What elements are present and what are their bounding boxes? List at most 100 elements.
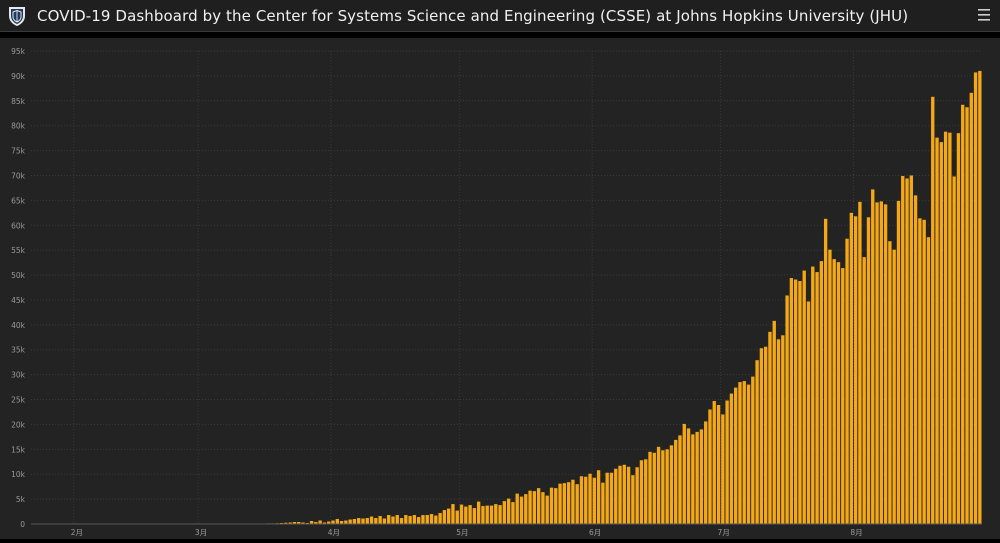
bar[interactable]	[927, 237, 930, 524]
bar[interactable]	[691, 434, 694, 524]
bar[interactable]	[516, 494, 519, 524]
bar[interactable]	[378, 516, 381, 524]
bar[interactable]	[914, 195, 917, 524]
bar[interactable]	[944, 132, 947, 524]
bar[interactable]	[678, 435, 681, 524]
bar[interactable]	[897, 201, 900, 524]
bar[interactable]	[854, 216, 857, 524]
bar[interactable]	[751, 377, 754, 524]
bar[interactable]	[494, 504, 497, 524]
bar[interactable]	[464, 507, 467, 524]
bar[interactable]	[400, 518, 403, 524]
bar[interactable]	[336, 519, 339, 524]
bar[interactable]	[366, 518, 369, 524]
bar[interactable]	[426, 515, 429, 524]
bar[interactable]	[610, 473, 613, 524]
bar[interactable]	[833, 259, 836, 524]
bar[interactable]	[683, 424, 686, 524]
bar[interactable]	[550, 488, 553, 524]
bar[interactable]	[408, 516, 411, 524]
bar[interactable]	[901, 176, 904, 524]
bar[interactable]	[486, 506, 489, 524]
bar[interactable]	[473, 508, 476, 524]
bar[interactable]	[773, 321, 776, 524]
bar[interactable]	[747, 385, 750, 524]
bar[interactable]	[451, 504, 454, 524]
bar[interactable]	[580, 476, 583, 524]
bar[interactable]	[511, 502, 514, 524]
bar[interactable]	[558, 484, 561, 524]
bar[interactable]	[537, 488, 540, 524]
bar[interactable]	[438, 513, 441, 524]
bar[interactable]	[635, 467, 638, 524]
bar[interactable]	[520, 497, 523, 524]
bar[interactable]	[820, 261, 823, 524]
bar[interactable]	[948, 133, 951, 524]
bar[interactable]	[357, 518, 360, 524]
bar[interactable]	[554, 488, 557, 524]
bar[interactable]	[541, 492, 544, 524]
bar[interactable]	[695, 432, 698, 524]
bar[interactable]	[670, 445, 673, 524]
bar[interactable]	[863, 257, 866, 524]
bar[interactable]	[674, 440, 677, 524]
bar[interactable]	[331, 521, 334, 524]
bar[interactable]	[828, 250, 831, 524]
bar[interactable]	[760, 348, 763, 524]
bar[interactable]	[648, 452, 651, 524]
bar[interactable]	[755, 360, 758, 524]
bar[interactable]	[498, 505, 501, 524]
bar[interactable]	[845, 239, 848, 524]
bar[interactable]	[807, 301, 810, 524]
bar[interactable]	[850, 213, 853, 524]
bar[interactable]	[880, 201, 883, 524]
bar[interactable]	[730, 394, 733, 524]
bar[interactable]	[704, 421, 707, 524]
bar[interactable]	[794, 280, 797, 524]
bar[interactable]	[387, 515, 390, 524]
bar[interactable]	[468, 505, 471, 524]
bar[interactable]	[777, 339, 780, 524]
bar[interactable]	[456, 511, 459, 524]
bar[interactable]	[884, 204, 887, 524]
bar[interactable]	[318, 521, 321, 524]
bar[interactable]	[477, 502, 480, 524]
bar[interactable]	[738, 382, 741, 524]
bar[interactable]	[764, 347, 767, 524]
bar[interactable]	[370, 517, 373, 524]
bar[interactable]	[447, 509, 450, 524]
bar[interactable]	[618, 466, 621, 524]
bar[interactable]	[361, 519, 364, 524]
bar[interactable]	[627, 467, 630, 524]
bar[interactable]	[952, 176, 955, 524]
bar[interactable]	[503, 501, 506, 524]
bar[interactable]	[614, 469, 617, 524]
bar[interactable]	[970, 93, 973, 524]
bar[interactable]	[965, 107, 968, 524]
bar[interactable]	[743, 381, 746, 524]
bar[interactable]	[430, 514, 433, 524]
bar[interactable]	[601, 483, 604, 524]
bar[interactable]	[781, 335, 784, 524]
bar[interactable]	[374, 518, 377, 524]
bar[interactable]	[640, 460, 643, 524]
bar[interactable]	[383, 519, 386, 524]
bar[interactable]	[434, 516, 437, 524]
bar[interactable]	[588, 474, 591, 524]
bar[interactable]	[768, 332, 771, 524]
bar[interactable]	[837, 262, 840, 524]
bar[interactable]	[348, 520, 351, 524]
bar[interactable]	[593, 478, 596, 524]
bar[interactable]	[606, 473, 609, 524]
bar[interactable]	[910, 175, 913, 524]
bar[interactable]	[413, 515, 416, 524]
bar[interactable]	[798, 281, 801, 524]
bar[interactable]	[867, 217, 870, 524]
bar[interactable]	[344, 521, 347, 524]
bar[interactable]	[528, 491, 531, 524]
bar[interactable]	[353, 519, 356, 524]
bar[interactable]	[576, 484, 579, 524]
bar[interactable]	[460, 505, 463, 524]
bar[interactable]	[700, 429, 703, 524]
bar[interactable]	[918, 218, 921, 524]
